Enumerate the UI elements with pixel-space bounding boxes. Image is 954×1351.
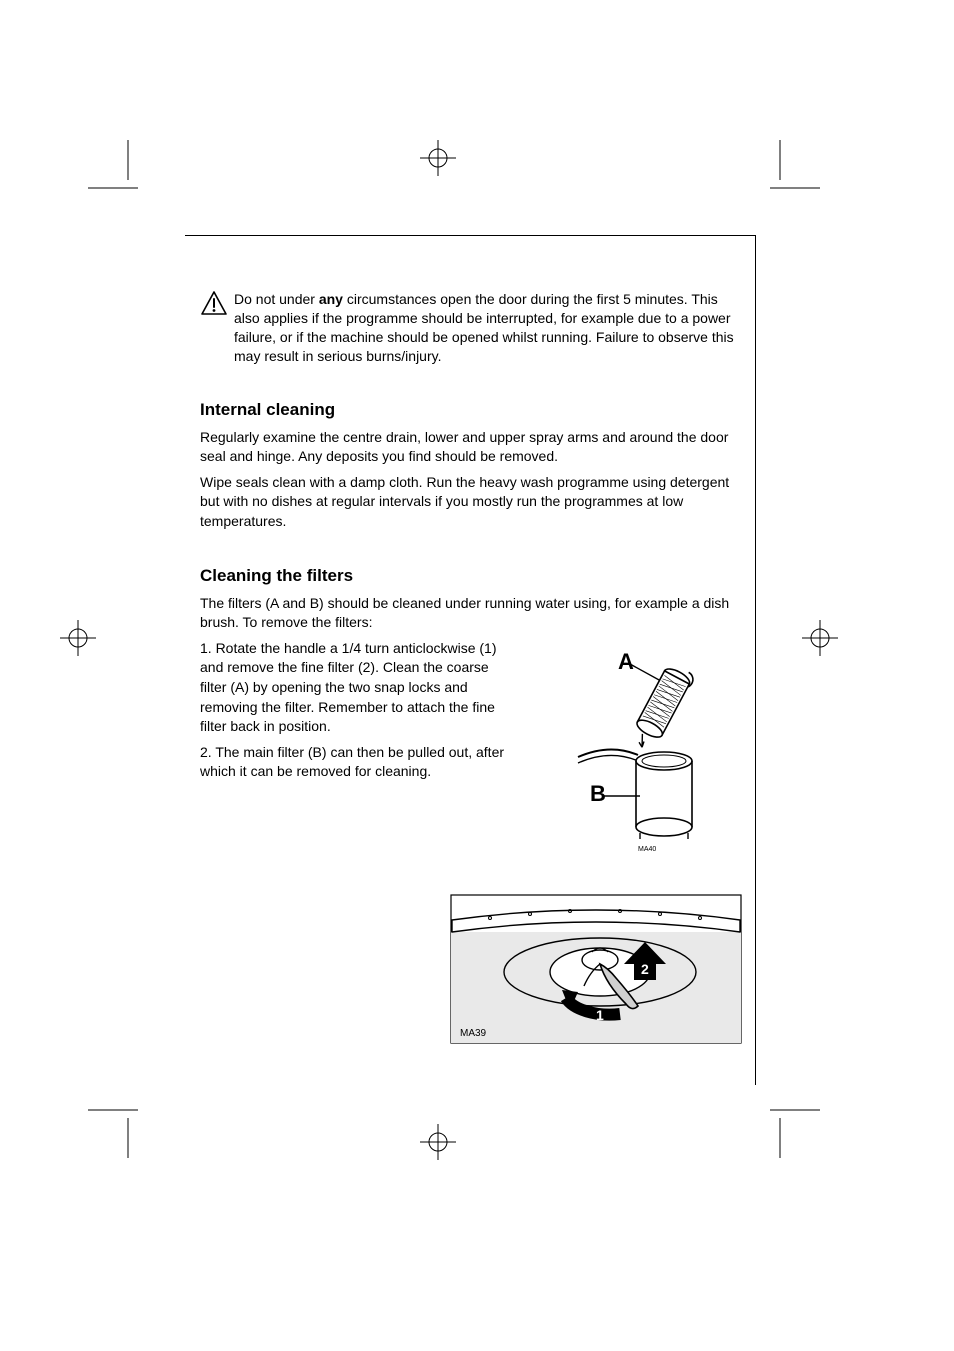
warning-text-bold: any <box>319 291 343 307</box>
svg-text:2: 2 <box>641 961 649 977</box>
heading-cleaning-filters: Cleaning the filters <box>200 566 740 586</box>
registration-mark-top <box>418 138 458 178</box>
registration-mark-right <box>800 618 840 658</box>
warning-block: Do not under any circumstances open the … <box>200 290 740 366</box>
registration-mark-bottom <box>418 1122 458 1162</box>
figure-code-filter: MA40 <box>638 846 656 853</box>
page-content: Do not under any circumstances open the … <box>200 290 740 1049</box>
label-b: B <box>590 781 606 806</box>
internal-cleaning-p2: Wipe seals clean with a damp cloth. Run … <box>200 473 740 532</box>
filters-intro: The filters (A and B) should be cleaned … <box>200 594 740 633</box>
filters-step1: 1. Rotate the handle a 1/4 turn anticloc… <box>200 639 512 737</box>
handle-diagram: 1 2 MA39 <box>450 894 740 1049</box>
internal-cleaning-p1: Regularly examine the centre drain, lowe… <box>200 428 740 467</box>
frame-right-rule <box>755 235 756 1085</box>
warning-text: Do not under any circumstances open the … <box>234 290 740 366</box>
section-internal-cleaning: Internal cleaning Regularly examine the … <box>200 400 740 532</box>
label-a: A <box>618 649 634 674</box>
frame-top-rule <box>185 235 755 236</box>
svg-text:1: 1 <box>596 1007 604 1023</box>
filters-step2: 2. The main filter (B) can then be pulle… <box>200 743 512 782</box>
heading-internal-cleaning: Internal cleaning <box>200 400 740 420</box>
section-cleaning-filters: Cleaning the filters The filters (A and … <box>200 566 740 1049</box>
warning-text-pre: Do not under <box>234 291 319 307</box>
warning-icon <box>200 290 234 321</box>
figure-code-handle: MA39 <box>460 1028 487 1039</box>
filter-diagram: A <box>530 639 740 864</box>
registration-mark-left <box>58 618 98 658</box>
